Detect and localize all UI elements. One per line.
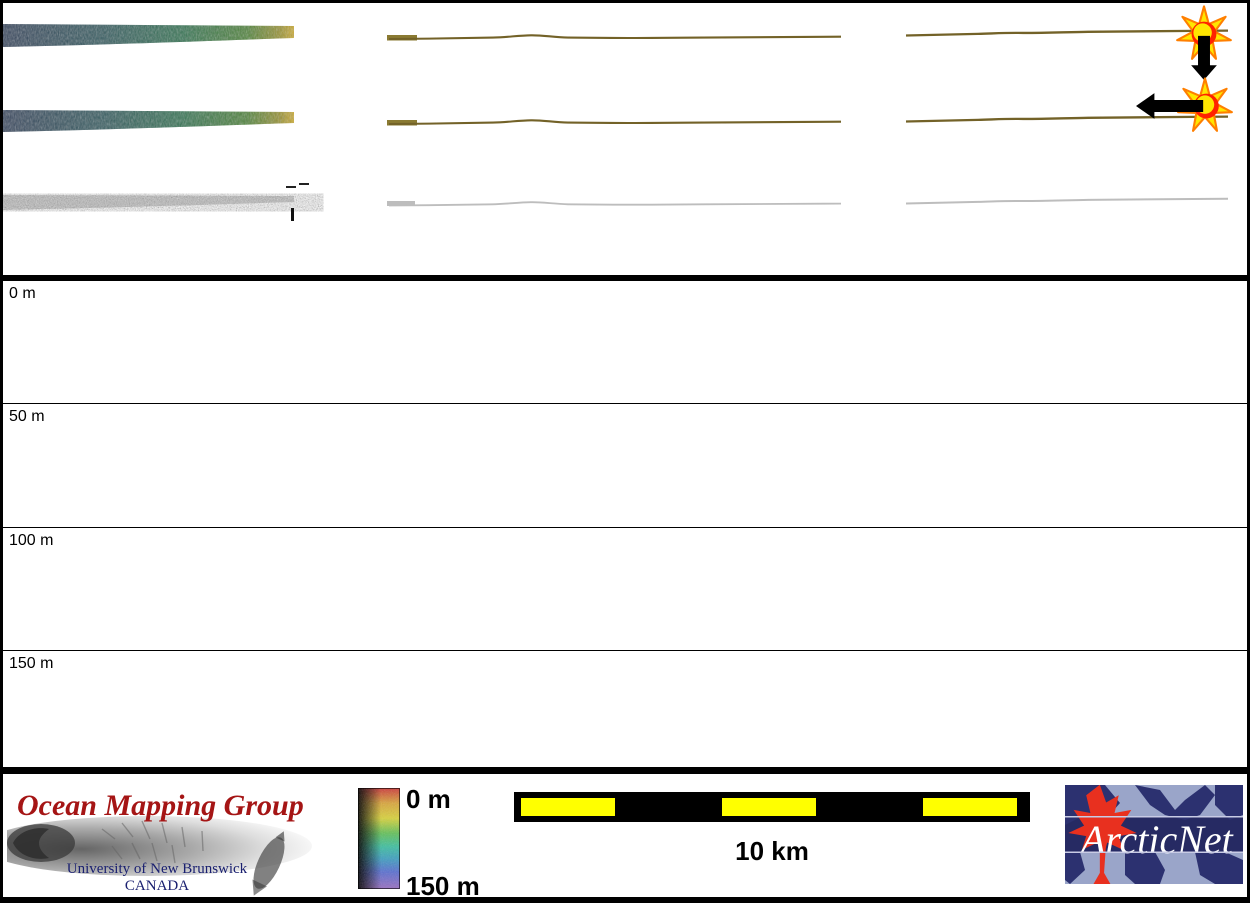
svg-text:University of New Brunswick: University of New Brunswick xyxy=(67,861,248,877)
svg-text:Ocean Mapping Group: Ocean Mapping Group xyxy=(17,789,304,822)
svg-text:CANADA: CANADA xyxy=(125,878,189,894)
svg-text:ArcticNet: ArcticNet xyxy=(1078,817,1234,862)
